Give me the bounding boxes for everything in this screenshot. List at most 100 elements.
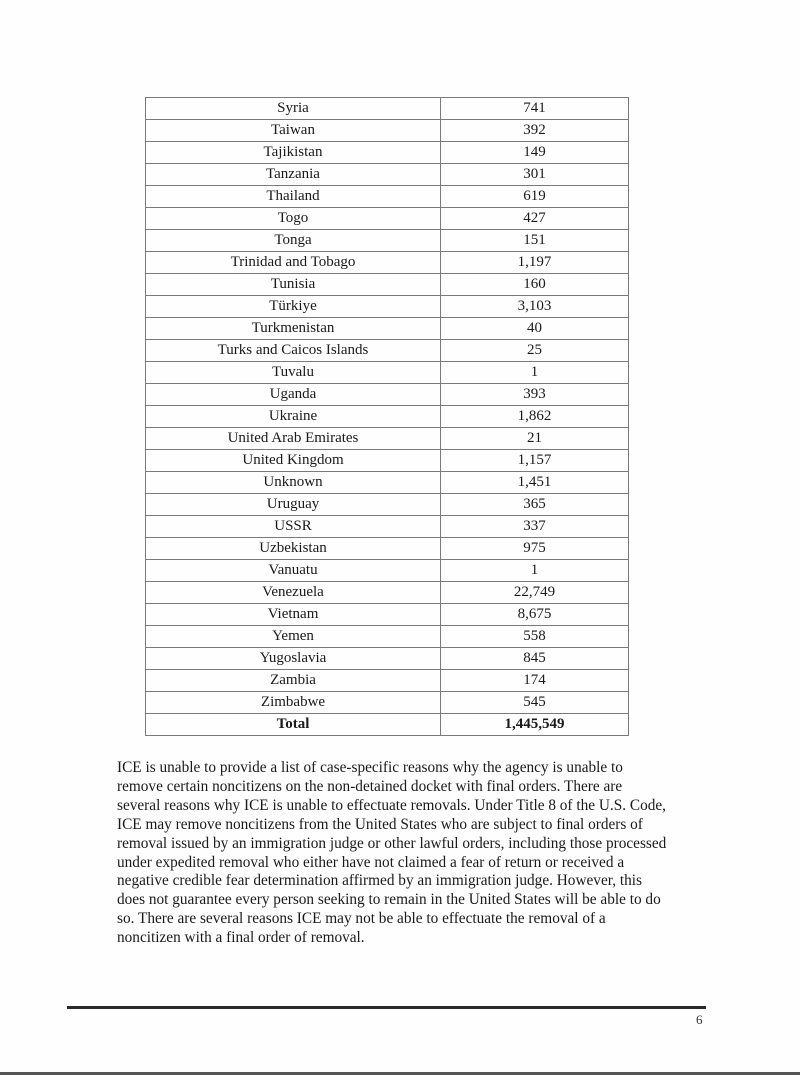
- paragraph-line: ICE is unable to provide a list of case-…: [117, 759, 623, 776]
- count-cell: 1: [440, 361, 629, 384]
- count-cell: 365: [440, 493, 629, 516]
- table-row: Togo 427: [145, 207, 629, 230]
- body-paragraph: ICE is unable to provide a list of case-…: [117, 759, 717, 948]
- country-counts-table: Syria 741 Taiwan 392 Tajikistan 149 Tanzania 30…: [145, 97, 629, 736]
- paragraph-line: several reasons why ICE is unable to eff…: [117, 796, 667, 814]
- total-count: 1,445,549: [440, 713, 629, 736]
- table-row: Yemen 558: [145, 625, 629, 648]
- table-row: Uzbekistan 975: [145, 537, 629, 560]
- count-cell: 545: [440, 691, 629, 714]
- table-row: Trinidad and Tobago 1,197: [145, 251, 629, 274]
- table-row: Ukraine 1,862: [145, 405, 629, 428]
- country-cell: Tonga: [145, 229, 441, 252]
- country-cell: Turkmenistan: [145, 317, 441, 340]
- count-cell: 174: [440, 669, 629, 692]
- country-cell: United Arab Emirates: [145, 427, 441, 450]
- country-cell: United Kingdom: [145, 449, 441, 472]
- country-cell: Uganda: [145, 383, 441, 406]
- paragraph-line: under expedited removal who either have …: [117, 853, 625, 871]
- table-row: Turks and Caicos Islands 25: [145, 339, 629, 362]
- country-cell: Venezuela: [145, 581, 441, 604]
- table-row: Uruguay 365: [145, 493, 629, 516]
- table-row: Thailand 619: [145, 185, 629, 208]
- paragraph-line: remove certain noncitizens on the non-de…: [117, 777, 623, 795]
- count-cell: 845: [440, 647, 629, 670]
- country-cell: Taiwan: [145, 119, 441, 142]
- country-cell: Tuvalu: [145, 361, 441, 384]
- table-row: Zambia 174: [145, 669, 629, 692]
- count-cell: 301: [440, 163, 629, 186]
- table-row: Tunisia 160: [145, 273, 629, 296]
- country-cell: USSR: [145, 515, 441, 538]
- country-cell: Tanzania: [145, 163, 441, 186]
- country-cell: Zambia: [145, 669, 441, 692]
- count-cell: 149: [440, 141, 629, 164]
- total-label: Total: [145, 713, 441, 736]
- table-row: USSR 337: [145, 515, 629, 538]
- count-cell: 1,197: [440, 251, 629, 274]
- table-row: Taiwan 392: [145, 119, 629, 142]
- country-cell: Vietnam: [145, 603, 441, 626]
- viewer-bottom-edge: [0, 1072, 800, 1075]
- count-cell: 3,103: [440, 295, 629, 318]
- country-cell: Türkiye: [145, 295, 441, 318]
- count-cell: 392: [440, 119, 629, 142]
- count-cell: 25: [440, 339, 629, 362]
- country-cell: Zimbabwe: [145, 691, 441, 714]
- table-row: Syria 741: [145, 97, 629, 120]
- count-cell: 975: [440, 537, 629, 560]
- footer-rule: [67, 1006, 706, 1009]
- paragraph-line: does not guarantee every person seeking …: [117, 891, 661, 909]
- country-cell: Uruguay: [145, 493, 441, 516]
- count-cell: 1,451: [440, 471, 629, 494]
- country-cell: Yugoslavia: [145, 647, 441, 670]
- paragraph-line: noncitizen with a final order of removal…: [117, 929, 365, 947]
- count-cell: 1,157: [440, 449, 629, 472]
- table-row: United Arab Emirates 21: [145, 427, 629, 450]
- country-cell: Syria: [145, 97, 441, 120]
- count-cell: 558: [440, 625, 629, 648]
- country-cell: Thailand: [145, 185, 441, 208]
- table-row: United Kingdom 1,157: [145, 449, 629, 472]
- paragraph-line: so. There are several reasons ICE may no…: [117, 910, 606, 928]
- count-cell: 8,675: [440, 603, 629, 626]
- paragraph-line: negative credible fear determination aff…: [117, 872, 642, 890]
- count-cell: 21: [440, 427, 629, 450]
- count-cell: 1: [440, 559, 629, 582]
- country-cell: Vanuatu: [145, 559, 441, 582]
- country-cell: Togo: [145, 207, 441, 230]
- country-cell: Unknown: [145, 471, 441, 494]
- country-cell: Tajikistan: [145, 141, 441, 164]
- country-cell: Turks and Caicos Islands: [145, 339, 441, 362]
- count-cell: 151: [440, 229, 629, 252]
- country-cell: Ukraine: [145, 405, 441, 428]
- count-cell: 1,862: [440, 405, 629, 428]
- table-row: Tajikistan 149: [145, 141, 629, 164]
- table-row: Vietnam 8,675: [145, 603, 629, 626]
- table-row: Yugoslavia 845: [145, 647, 629, 670]
- paragraph-line: removal issued by an immigration judge o…: [117, 834, 667, 852]
- table-row: Vanuatu 1: [145, 559, 629, 582]
- count-cell: 427: [440, 207, 629, 230]
- total-row: Total 1,445,549: [145, 713, 629, 736]
- count-cell: 160: [440, 273, 629, 296]
- table-row: Turkmenistan 40: [145, 317, 629, 340]
- table-row: Zimbabwe 545: [145, 691, 629, 714]
- table-row: Tonga 151: [145, 229, 629, 252]
- country-cell: Yemen: [145, 625, 441, 648]
- country-cell: Uzbekistan: [145, 537, 441, 560]
- table-row: Tuvalu 1: [145, 361, 629, 384]
- page-number: 6: [696, 1012, 703, 1027]
- table-row: Türkiye 3,103: [145, 295, 629, 318]
- country-cell: Tunisia: [145, 273, 441, 296]
- table-row: Venezuela 22,749: [145, 581, 629, 604]
- count-cell: 40: [440, 317, 629, 340]
- count-cell: 393: [440, 383, 629, 406]
- table-row: Unknown 1,451: [145, 471, 629, 494]
- table-row: Uganda 393: [145, 383, 629, 406]
- count-cell: 619: [440, 185, 629, 208]
- paragraph-line: ICE may remove noncitizens from the Unit…: [117, 815, 643, 833]
- count-cell: 741: [440, 97, 629, 120]
- count-cell: 337: [440, 515, 629, 538]
- country-cell: Trinidad and Tobago: [145, 251, 441, 274]
